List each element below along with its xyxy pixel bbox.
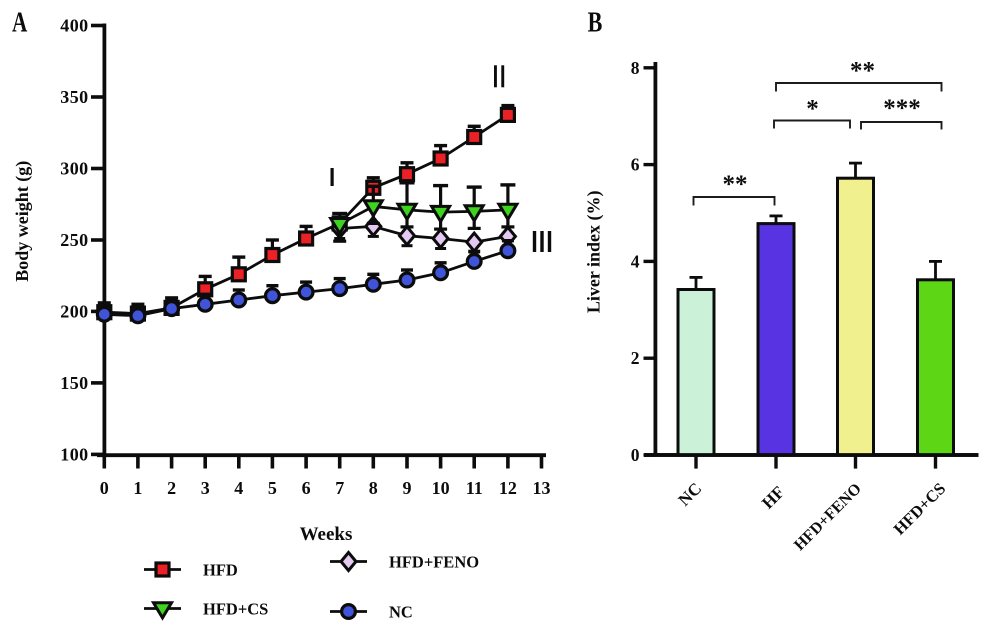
svg-text:6: 6 [302, 478, 311, 498]
svg-text:2: 2 [167, 478, 176, 498]
svg-text:4: 4 [234, 478, 243, 498]
svg-text:150: 150 [60, 373, 88, 393]
svg-text:250: 250 [60, 230, 88, 250]
svg-text:200: 200 [60, 302, 88, 322]
svg-text:3: 3 [201, 478, 210, 498]
svg-text:A: A [12, 6, 28, 38]
svg-text:6: 6 [631, 155, 640, 175]
svg-text:4: 4 [631, 251, 640, 271]
svg-text:1: 1 [133, 478, 142, 498]
svg-text:**: ** [723, 171, 748, 198]
svg-text:Liver index (%): Liver index (%) [584, 190, 605, 313]
svg-text:8: 8 [369, 478, 378, 498]
svg-text:HFD+FENO: HFD+FENO [389, 552, 479, 571]
svg-text:***: *** [883, 95, 921, 122]
svg-text:Weeks: Weeks [300, 524, 353, 545]
svg-text:12: 12 [499, 478, 517, 498]
svg-text:Body weight (g): Body weight (g) [12, 161, 33, 282]
svg-text:400: 400 [60, 16, 88, 36]
svg-text:**: ** [850, 58, 875, 85]
svg-text:10: 10 [432, 478, 450, 498]
svg-text:0: 0 [100, 478, 109, 498]
svg-text:B: B [588, 6, 603, 39]
svg-text:13: 13 [533, 478, 551, 498]
svg-text:7: 7 [335, 478, 344, 498]
svg-text:11: 11 [466, 478, 483, 498]
svg-text:300: 300 [60, 159, 88, 179]
svg-text:2: 2 [631, 348, 640, 368]
svg-text:NC: NC [389, 602, 413, 621]
svg-text:5: 5 [268, 478, 277, 498]
svg-text:9: 9 [403, 478, 412, 498]
svg-text:0: 0 [631, 445, 640, 465]
svg-text:HFD+CS: HFD+CS [203, 599, 268, 618]
svg-text:100: 100 [60, 445, 88, 465]
svg-text:8: 8 [631, 58, 640, 78]
svg-text:350: 350 [60, 87, 88, 107]
svg-text:HFD: HFD [203, 560, 238, 579]
svg-text:*: * [806, 96, 819, 123]
